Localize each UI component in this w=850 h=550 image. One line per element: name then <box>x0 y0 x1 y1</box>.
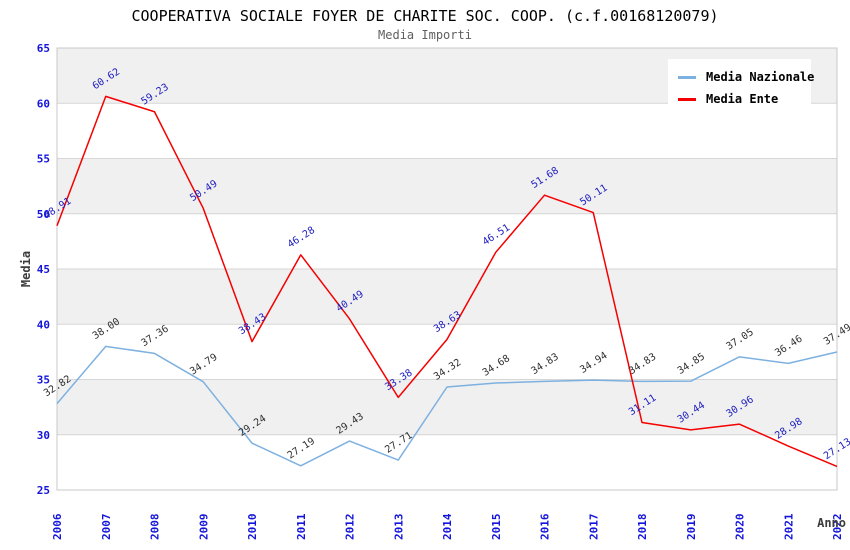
media-nazionale-line-swatch <box>678 75 696 79</box>
x-tick-label: 2006 <box>51 513 64 540</box>
y-tick-label: 50 <box>37 208 50 221</box>
y-tick-label: 55 <box>37 153 50 166</box>
y-tick-label: 35 <box>37 374 50 387</box>
x-tick-label: 2007 <box>100 514 113 541</box>
grid-band <box>57 379 837 435</box>
y-tick-label: 25 <box>37 484 50 497</box>
chart-subtitle: Media Importi <box>378 28 472 42</box>
grid-band <box>57 158 837 214</box>
legend-label-media-ente: Media Ente <box>706 92 779 106</box>
media-ente-line-swatch <box>678 97 696 101</box>
x-tick-label: 2016 <box>539 513 552 540</box>
x-tick-label: 2018 <box>636 514 649 541</box>
grid-band <box>57 269 837 325</box>
y-tick-label: 65 <box>37 42 50 55</box>
plot-border <box>56 47 838 491</box>
y-tick-label: 30 <box>37 429 50 442</box>
legend-label-media-nazionale: Media Nazionale <box>706 70 815 84</box>
x-tick-label: 2021 <box>782 513 795 540</box>
legend-item-media-nazionale: Media Nazionale <box>678 66 814 88</box>
grid-band <box>57 324 837 380</box>
y-tick-label: 40 <box>37 318 50 331</box>
y-tick-label: 60 <box>37 97 50 110</box>
x-tick-label: 2020 <box>734 514 747 541</box>
grid-band <box>57 213 837 269</box>
x-tick-label: 2010 <box>246 514 259 541</box>
x-axis-title: Anno <box>817 516 846 530</box>
y-axis-title: Media <box>19 251 33 287</box>
x-tick-label: 2013 <box>392 514 405 541</box>
legend: Media Nazionale Media Ente <box>668 59 814 116</box>
x-tick-label: 2009 <box>197 514 210 541</box>
x-tick-label: 2015 <box>490 514 503 541</box>
x-tick-label: 2022 <box>831 514 844 541</box>
x-tick-label: 2008 <box>149 514 162 541</box>
x-tick-label: 2012 <box>344 514 357 541</box>
legend-item-media-ente: Media Ente <box>678 88 801 110</box>
grid-band <box>57 434 837 490</box>
x-tick-label: 2019 <box>685 514 698 541</box>
series-line-media-nazionale <box>56 345 838 467</box>
chart-title: COOPERATIVA SOCIALE FOYER DE CHARITE SOC… <box>131 7 719 25</box>
x-tick-label: 2017 <box>587 514 600 541</box>
x-tick-label: 2011 <box>295 513 308 540</box>
x-tick-label: 2014 <box>441 513 454 540</box>
series-line-media-ente <box>56 95 838 468</box>
y-tick-label: 45 <box>37 263 50 276</box>
